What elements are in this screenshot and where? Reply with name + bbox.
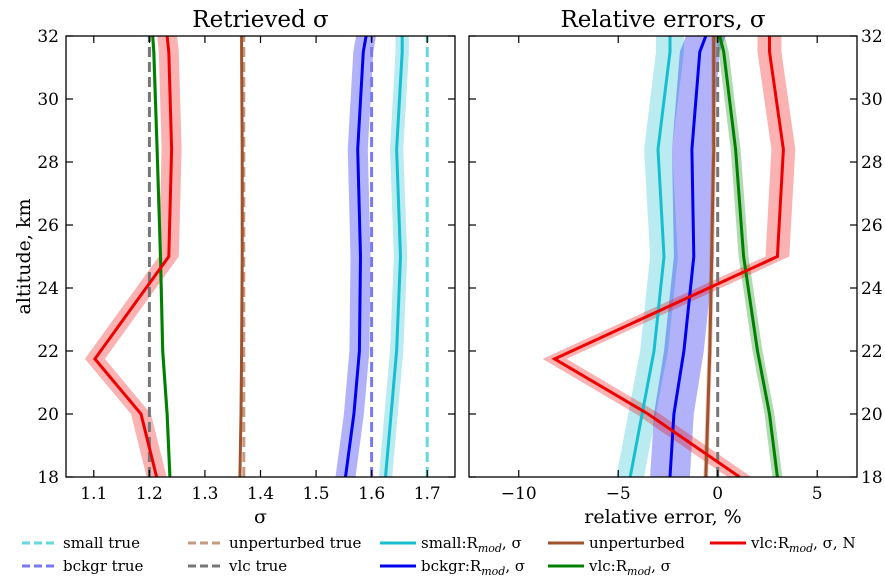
y-tick-label: 18 — [37, 468, 59, 488]
band-bckgr-r-mod — [336, 36, 377, 477]
y-tick-label: 22 — [37, 342, 59, 362]
legend-item-vlc-true: vlc true — [188, 557, 287, 575]
x-tick-label: 1.1 — [80, 484, 107, 504]
x-tick-label: 1.2 — [136, 484, 163, 504]
legend-label: vlc:Rmod, σ, N — [750, 534, 856, 555]
legend-label: vlc:Rmod, σ — [588, 557, 671, 578]
panel-relative-errors: −10 −5 0 5 18 20 22 24 26 28 30 32 Relative errors, … — [469, 7, 883, 528]
legend-item-unperturbed: unperturbed — [548, 534, 685, 552]
x-axis-label: σ — [254, 506, 267, 528]
legend-label: small true — [63, 534, 140, 552]
y-tick-label-right: 26 — [861, 216, 883, 236]
x-axis-label: relative error, % — [584, 506, 741, 528]
legend-label: unperturbed true — [229, 534, 362, 552]
legend-item-small-r: small:Rmod, σ — [380, 534, 522, 555]
y-tick-label-right: 22 — [861, 342, 883, 362]
y-tick-label: 32 — [37, 27, 59, 47]
legend-item-small-true: small true — [22, 534, 140, 552]
y-tick-label-right: 32 — [861, 27, 883, 47]
x-tick-label: 1.7 — [414, 484, 441, 504]
y-tick-label-right: 18 — [861, 468, 883, 488]
y-tick-label-right: 30 — [861, 90, 883, 110]
y-tick-label: 26 — [37, 216, 59, 236]
panel-retrieved-sigma: 1.1 1.2 1.3 1.4 1.5 1.6 1.7 18 20 22 24 26 28 30 32 Ret… — [13, 7, 455, 528]
legend-label: bckgr:Rmod, σ — [421, 557, 525, 578]
x-tick-label: 1.4 — [247, 484, 274, 504]
x-tick-label: −5 — [606, 484, 631, 504]
legend-label: small:Rmod, σ — [421, 534, 522, 555]
y-tick-label-right: 28 — [861, 153, 883, 173]
plot-area — [85, 36, 427, 477]
y-tick-label: 28 — [37, 153, 59, 173]
legend-item-bckgr-true: bckgr true — [22, 557, 143, 575]
y-tick-label-right: 24 — [861, 279, 883, 299]
y-tick-label: 24 — [37, 279, 59, 299]
y-tick-label: 30 — [37, 90, 59, 110]
legend-label: vlc true — [228, 557, 287, 575]
series-line-unperturbed — [240, 36, 242, 477]
plot-area — [543, 36, 796, 477]
x-tick-label: 1.6 — [358, 484, 385, 504]
legend-item-unperturbed-true: unperturbed true — [188, 534, 362, 552]
legend-item-vlc-r: vlc:Rmod, σ — [548, 557, 671, 578]
band-small-r-mod — [379, 36, 409, 477]
y-tick-label-right: 20 — [861, 405, 883, 425]
x-tick-label: 1.3 — [191, 484, 218, 504]
legend-label: unperturbed — [589, 534, 685, 552]
x-tick-label: 1.5 — [303, 484, 330, 504]
legend-item-vlc-r-n: vlc:Rmod, σ, N — [710, 534, 856, 555]
x-tick-label: −10 — [501, 484, 537, 504]
chart-title: Retrieved σ — [192, 7, 329, 33]
legend: small true bckgr true unperturbed true vlc … — [22, 534, 856, 578]
x-tick-label: 0 — [712, 484, 723, 504]
legend-label: bckgr true — [63, 557, 143, 575]
x-tick-label: 5 — [812, 484, 823, 504]
chart-title: Relative errors, σ — [560, 7, 765, 33]
legend-item-bckgr-r: bckgr:Rmod, σ — [380, 557, 525, 578]
y-tick-label: 20 — [37, 405, 59, 425]
y-axis-label: altitude, km — [13, 198, 35, 314]
